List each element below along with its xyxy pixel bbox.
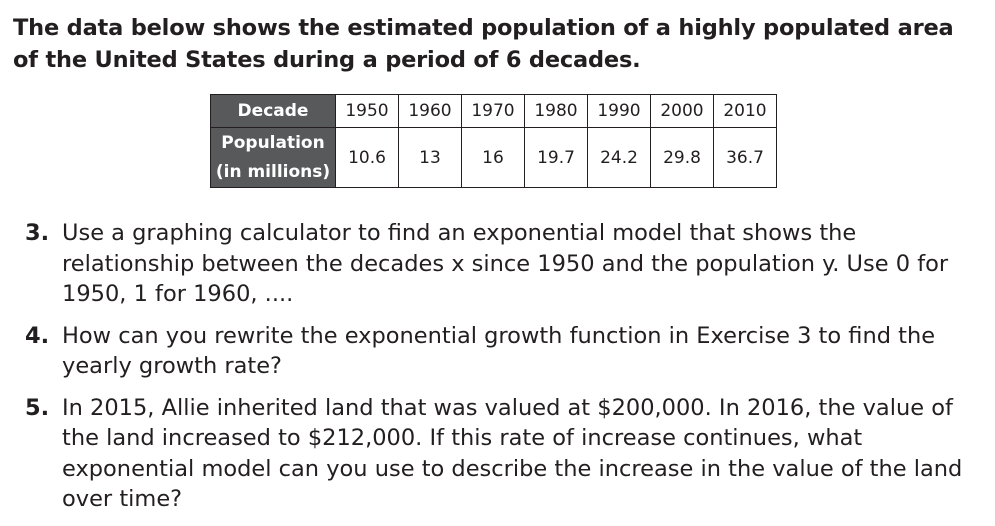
- decade-row: Decade 1950 1960 1970 1980 1990 2000 201…: [210, 94, 777, 128]
- decade-cell: 1960: [398, 94, 462, 128]
- population-header-line1: Population: [221, 132, 325, 153]
- population-cell: 24.2: [587, 127, 651, 188]
- decade-cell: 2000: [650, 94, 714, 128]
- exercise-item: 3. Use a graphing calculator to find an …: [25, 218, 990, 310]
- exercise-text: How can you rewrite the exponential grow…: [62, 322, 936, 380]
- population-cell: 13: [398, 127, 462, 188]
- population-header: Population (in millions): [210, 127, 336, 188]
- population-cell: 16: [461, 127, 525, 188]
- exercise-list: 3. Use a graphing calculator to find an …: [25, 218, 990, 526]
- population-table: Decade 1950 1960 1970 1980 1990 2000 201…: [210, 94, 777, 188]
- exercise-text: In 2015, Allie inherited land that was v…: [62, 394, 963, 513]
- exercise-item: 5. In 2015, Allie inherited land that wa…: [25, 393, 990, 515]
- exercise-number: 4.: [25, 322, 50, 349]
- exercise-number: 5.: [25, 394, 50, 421]
- decade-cell: 2010: [713, 94, 777, 128]
- population-header-line2: (in millions): [215, 161, 331, 182]
- exercise-item: 4. How can you rewrite the exponential g…: [25, 321, 990, 382]
- decade-cell: 1980: [524, 94, 588, 128]
- decade-header: Decade: [210, 94, 336, 128]
- exercise-text: Use a graphing calculator to find an exp…: [62, 220, 949, 307]
- population-cell: 36.7: [713, 127, 777, 188]
- decade-cell: 1950: [335, 94, 399, 128]
- exercise-number: 3.: [25, 220, 50, 246]
- population-row: Population (in millions) 10.6 13 16 19.7…: [210, 127, 777, 188]
- population-cell: 29.8: [650, 127, 714, 188]
- decade-cell: 1970: [461, 94, 525, 128]
- intro-paragraph: The data below shows the estimated popul…: [13, 15, 954, 73]
- decade-cell: 1990: [587, 94, 651, 128]
- population-cell: 10.6: [335, 127, 399, 188]
- data-table: Decade 1950 1960 1970 1980 1990 2000 201…: [210, 94, 777, 188]
- population-cell: 19.7: [524, 127, 588, 188]
